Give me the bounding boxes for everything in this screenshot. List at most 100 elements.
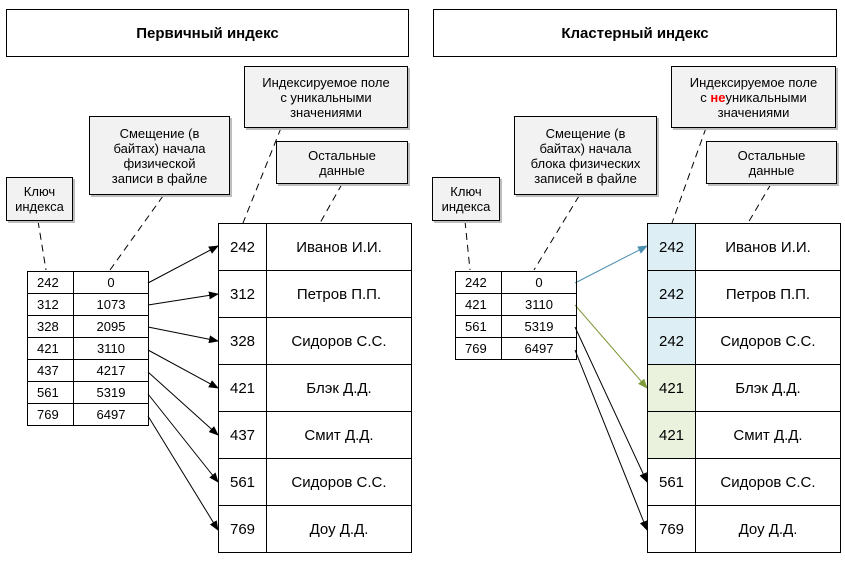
leader-key-left — [37, 220, 47, 271]
right-arrows — [574, 245, 648, 531]
record-key: 242 — [647, 223, 696, 271]
arrow-right-3 — [574, 326, 648, 483]
index-offset: 2095 — [73, 315, 149, 338]
record-name: Петров П.П. — [266, 270, 412, 318]
label-line: с уникальными — [280, 89, 372, 105]
record-name: Блэк Д.Д. — [266, 364, 412, 412]
record-key: 242 — [218, 223, 267, 271]
record-key: 421 — [218, 364, 267, 412]
index-offset: 6497 — [73, 403, 149, 426]
arrow-left-3 — [147, 326, 219, 344]
table-row: 328 2095 — [27, 315, 149, 338]
label-line: Индексируемое поле — [689, 74, 818, 90]
label-line: байтах) начала — [113, 140, 206, 156]
table-row: 769 Доу Д.Д. — [218, 505, 412, 553]
label-line: данные — [319, 162, 365, 178]
label-line: физической — [123, 155, 196, 171]
right-label-key: Ключ индекса — [432, 177, 500, 221]
index-offset: 3110 — [501, 293, 577, 316]
table-row: 242 Иванов И.И. — [218, 223, 412, 271]
record-key: 769 — [647, 505, 696, 553]
record-name: Иванов И.И. — [695, 223, 841, 271]
right-label-offset: Смещение (в байтах) начала блока физически… — [514, 116, 657, 195]
index-key: 421 — [27, 337, 74, 360]
right-index-table: 242 0 421 3110 561 5319 769 6497 — [455, 271, 577, 360]
record-name: Блэк Д.Д. — [695, 364, 841, 412]
record-name: Сидоров С.С. — [266, 317, 412, 365]
record-key: 421 — [647, 411, 696, 459]
index-offset: 1073 — [73, 293, 149, 316]
index-key: 561 — [455, 315, 502, 338]
label-line: Ключ — [23, 184, 56, 199]
label-line: записи в файле — [111, 170, 208, 186]
table-row: 561 Сидоров С.С. — [218, 458, 412, 506]
table-row: 769 6497 — [455, 337, 577, 360]
right-panel-title: Кластерный индекс — [433, 9, 837, 57]
left-arrows — [147, 245, 219, 531]
leader-offset-left — [109, 195, 164, 271]
label-suffix: уникальными — [725, 89, 807, 105]
table-row: 421 3110 — [455, 293, 577, 316]
label-line: записей в файле — [534, 170, 637, 186]
arrow-left-6 — [147, 393, 219, 483]
table-row: 437 Смит Д.Д. — [218, 411, 412, 459]
index-offset: 3110 — [73, 337, 149, 360]
table-row: 421 Блэк Д.Д. — [218, 364, 412, 412]
table-row: 561 5319 — [27, 381, 149, 404]
right-label-rest-data: Остальные данные — [706, 141, 837, 184]
index-offset: 0 — [501, 271, 577, 294]
label-line: Остальные — [308, 147, 376, 163]
index-offset: 5319 — [501, 315, 577, 338]
record-key: 561 — [218, 458, 267, 506]
negation-highlight: не — [710, 89, 726, 105]
table-row: 421 3110 — [27, 337, 149, 360]
index-key: 421 — [455, 293, 502, 316]
table-row: 769 6497 — [27, 403, 149, 426]
left-label-key: Ключ индекса — [6, 177, 73, 221]
table-row: 328 Сидоров С.С. — [218, 317, 412, 365]
record-name: Сидоров С.С. — [695, 458, 841, 506]
callout-leaders — [37, 127, 772, 271]
index-offset: 6497 — [501, 337, 577, 360]
label-line: Смещение (в — [119, 125, 200, 141]
leader-field-right — [671, 127, 707, 224]
left-records-table: 242 Иванов И.И. 312 Петров П.П. 328 Сидоров… — [218, 223, 412, 553]
record-name: Петров П.П. — [695, 270, 841, 318]
index-key: 437 — [27, 359, 74, 382]
index-key: 242 — [455, 271, 502, 294]
table-row: 242 Сидоров С.С. — [647, 317, 841, 365]
record-name: Доу Д.Д. — [695, 505, 841, 553]
label-line: блока физических — [530, 155, 641, 171]
leader-rest-right — [747, 183, 772, 224]
label-line: индекса — [15, 199, 64, 214]
label-line: значениями — [290, 104, 362, 120]
leader-offset-right — [533, 195, 580, 271]
label-line: с неуникальными — [690, 90, 817, 105]
record-name: Сидоров С.С. — [695, 317, 841, 365]
left-panel-title: Первичный индекс — [6, 9, 409, 57]
arrow-left-5 — [147, 371, 219, 436]
left-label-rest-data: Остальные данные — [276, 141, 408, 184]
arrow-right-2 — [574, 304, 648, 389]
table-row: 242 0 — [455, 271, 577, 294]
label-line: Индексируемое поле — [262, 74, 390, 90]
index-key: 561 — [27, 381, 74, 404]
record-name: Смит Д.Д. — [266, 411, 412, 459]
table-row: 242 Петров П.П. — [647, 270, 841, 318]
table-row: 242 Иванов И.И. — [647, 223, 841, 271]
index-key: 242 — [27, 271, 74, 294]
table-row: 421 Смит Д.Д. — [647, 411, 841, 459]
label-line: Смещение (в — [545, 125, 626, 141]
record-name: Смит Д.Д. — [695, 411, 841, 459]
index-offset: 4217 — [73, 359, 149, 382]
table-row: 561 5319 — [455, 315, 577, 338]
record-name: Иванов И.И. — [266, 223, 412, 271]
index-key: 769 — [455, 337, 502, 360]
table-row: 421 Блэк Д.Д. — [647, 364, 841, 412]
arrow-left-2 — [147, 291, 219, 306]
record-key: 242 — [647, 270, 696, 318]
label-line: данные — [748, 162, 795, 178]
label-prefix: с — [700, 89, 711, 105]
arrow-left-7 — [147, 415, 219, 531]
